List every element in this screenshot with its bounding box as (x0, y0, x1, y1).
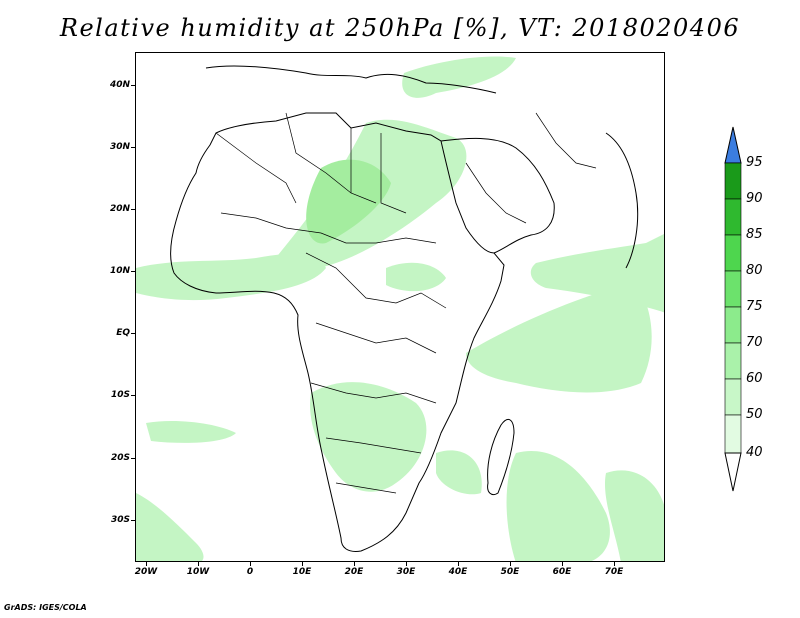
country-borders (215, 112, 597, 494)
border-line (325, 437, 422, 454)
border-line (305, 252, 447, 309)
lon-label: 40E (448, 567, 468, 577)
madagascar-coastline (487, 418, 515, 496)
colorbar-label: 95 (746, 155, 763, 170)
lat-label: 40N (109, 80, 130, 90)
lat-label: 30S (110, 515, 130, 525)
lat-label: 20N (109, 204, 130, 214)
lat-tick (131, 333, 135, 334)
lat-tick (131, 520, 135, 521)
lat-label: 30N (109, 142, 130, 152)
colorbar-label: 60 (746, 371, 763, 386)
lon-label: 0 (246, 567, 254, 577)
lat-tick (131, 458, 135, 459)
humidity-region-west-africa (136, 253, 326, 301)
humidity-region-south-indian-ocean (506, 451, 610, 561)
colorbar-segment (724, 234, 742, 272)
india-coastline (605, 132, 639, 269)
lat-tick (131, 147, 135, 148)
humidity-region-southeast (605, 470, 664, 561)
lat-tick (131, 85, 135, 86)
colorbar-label: 40 (746, 445, 763, 460)
colorbar-segment (724, 306, 742, 344)
lon-tick (302, 562, 303, 566)
border-line (535, 112, 597, 169)
grads-credit: GrADS: IGES/COLA (4, 603, 87, 612)
arabia-coastline (440, 137, 555, 254)
lon-label: 10E (292, 567, 312, 577)
humidity-region-arabian-sea (530, 234, 664, 313)
humidity-region-horn (386, 262, 446, 292)
coastlines (170, 65, 639, 552)
lat-label: EQ (116, 328, 130, 338)
humidity-region-mediterranean (402, 56, 516, 98)
lat-tick (131, 271, 135, 272)
lon-label: 10W (186, 567, 210, 577)
colorbar-label: 70 (746, 335, 763, 350)
colorbar-under-triangle (724, 452, 742, 492)
lat-tick (131, 209, 135, 210)
colorbar-label: 90 (746, 191, 763, 206)
africa-coastline (170, 112, 505, 552)
border-line (215, 132, 297, 204)
border-line (315, 322, 437, 354)
colorbar-label: 85 (746, 227, 763, 242)
lon-tick (562, 562, 563, 566)
europe-coastline (205, 65, 497, 94)
colorbar-segment (724, 162, 742, 200)
border-line (465, 162, 527, 224)
border-line (285, 112, 377, 204)
lon-tick (510, 562, 511, 566)
lon-label: 20E (344, 567, 364, 577)
lat-tick (131, 395, 135, 396)
humidity-region-south-atlantic (136, 493, 204, 561)
colorbar-segment (724, 198, 742, 236)
border-line (220, 212, 437, 244)
lat-label: 10N (109, 266, 130, 276)
colorbar (724, 126, 742, 492)
border-line (310, 382, 437, 404)
lon-tick (354, 562, 355, 566)
map-canvas (136, 56, 664, 561)
lon-tick (406, 562, 407, 566)
humidity-region-east-africa (436, 450, 482, 495)
lon-tick (458, 562, 459, 566)
humidity-region-atlantic-patch (146, 421, 236, 443)
border-line (380, 133, 407, 214)
colorbar-segment (724, 270, 742, 308)
colorbar-segment (724, 414, 742, 454)
lat-label: 10S (110, 390, 130, 400)
lon-label: 50E (500, 567, 520, 577)
lon-label: 60E (552, 567, 572, 577)
map-title: Relative humidity at 250hPa [%], VT: 201… (59, 14, 741, 42)
colorbar-label: 75 (746, 299, 763, 314)
colorbar-label: 50 (746, 407, 763, 422)
colorbar-segment (724, 342, 742, 380)
lon-label: 30E (396, 567, 416, 577)
colorbar-over-triangle (724, 126, 742, 164)
colorbar-label: 80 (746, 263, 763, 278)
map-panel (135, 52, 665, 562)
humidity-region-southern-africa (310, 382, 427, 492)
humidity-field (136, 56, 664, 561)
lat-label: 20S (110, 453, 130, 463)
lon-tick (250, 562, 251, 566)
humidity-region-sahara-core (306, 159, 391, 244)
lon-tick (198, 562, 199, 566)
colorbar-segment (724, 378, 742, 416)
border-line (335, 482, 397, 494)
humidity-region-indian-ocean (466, 283, 652, 393)
lon-tick (614, 562, 615, 566)
lon-tick (146, 562, 147, 566)
lon-label: 20W (134, 567, 158, 577)
lon-label: 70E (604, 567, 624, 577)
